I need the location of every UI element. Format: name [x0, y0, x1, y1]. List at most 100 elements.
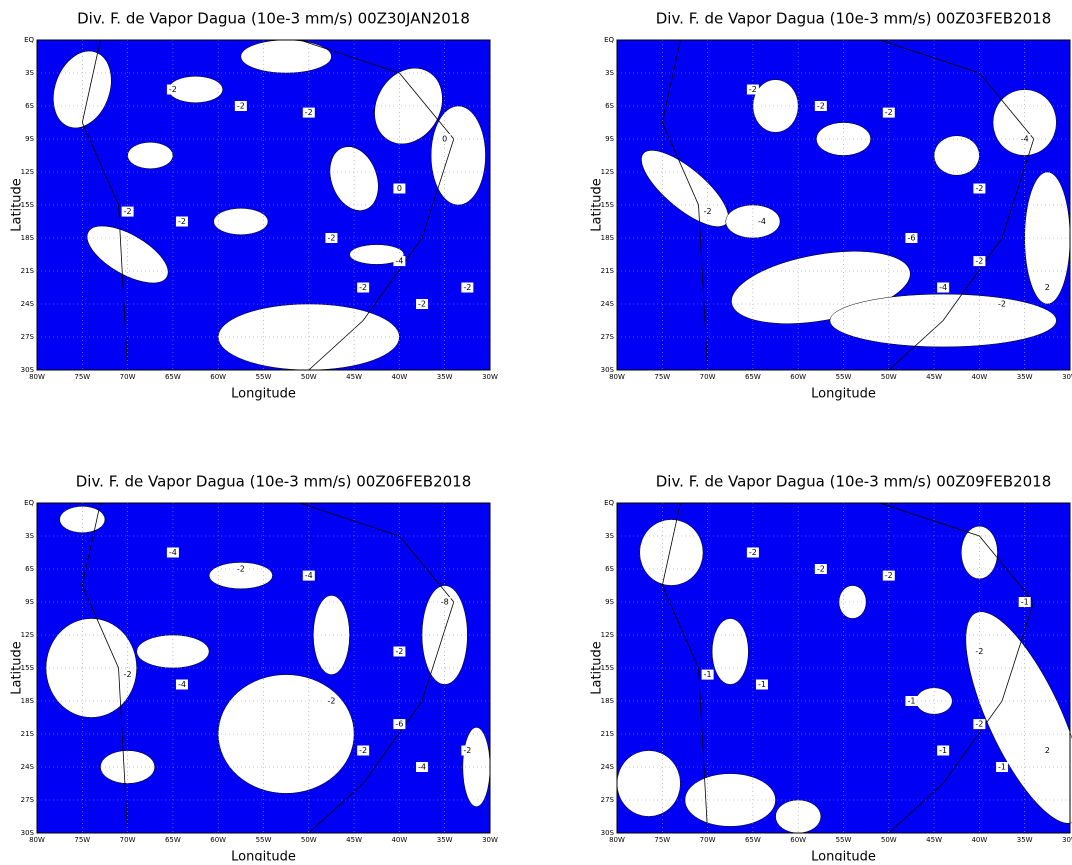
y-tick-label: EQ: [24, 499, 34, 507]
map-panel: 80W75W70W65W60W55W50W45W40W35W30WEQ3S6S9…: [590, 473, 1072, 862]
y-tick-label: 30S: [21, 366, 35, 374]
x-axis-label: Longitude: [811, 850, 876, 862]
contour-label: -8: [441, 598, 449, 607]
y-tick-label: 6S: [25, 565, 34, 573]
y-tick-label: 12S: [601, 631, 615, 639]
x-tick-label: 55W: [256, 836, 272, 844]
x-tick-label: 45W: [926, 373, 942, 381]
field-region: [46, 619, 137, 718]
y-tick-label: 24S: [21, 763, 35, 771]
x-tick-label: 45W: [926, 836, 942, 844]
x-tick-label: 30W: [1062, 373, 1072, 381]
x-tick-label: 65W: [745, 836, 761, 844]
contour-label: -2: [418, 300, 426, 309]
contour-label: -2: [237, 102, 245, 111]
y-tick-label: 27S: [21, 333, 35, 341]
contour-label: -2: [359, 283, 367, 292]
contour-label: -2: [463, 746, 471, 755]
contour-label: -1: [1021, 598, 1029, 607]
map-panel: 80W75W70W65W60W55W50W45W40W35W30WEQ3S6S9…: [590, 10, 1072, 402]
contour-label: -4: [305, 571, 313, 580]
contour-label: -4: [939, 283, 947, 292]
contour-label: -2: [169, 85, 177, 94]
x-tick-label: 60W: [210, 373, 226, 381]
y-tick-label: 12S: [21, 168, 35, 176]
contour-label: -2: [817, 565, 825, 574]
contour-label: -2: [178, 217, 186, 226]
contour-label: -2: [975, 720, 983, 729]
y-tick-label: EQ: [604, 36, 614, 44]
x-tick-label: 80W: [609, 836, 625, 844]
x-tick-label: 80W: [609, 373, 625, 381]
x-tick-label: 80W: [29, 836, 45, 844]
field-region: [712, 619, 748, 685]
y-tick-label: 21S: [21, 267, 35, 275]
field-region: [934, 136, 979, 176]
x-tick-label: 75W: [654, 373, 670, 381]
x-tick-label: 55W: [836, 373, 852, 381]
y-tick-label: 9S: [605, 598, 614, 606]
field-region: [617, 751, 680, 817]
x-tick-label: 45W: [346, 836, 362, 844]
contour-label: -2: [975, 647, 983, 656]
y-tick-label: 12S: [601, 168, 615, 176]
contour-label: -1: [939, 746, 947, 755]
contour-label: 2: [1045, 283, 1050, 292]
x-tick-label: 60W: [210, 836, 226, 844]
y-tick-label: 9S: [25, 135, 34, 143]
x-axis-label: Longitude: [811, 387, 876, 402]
contour-label: -2: [124, 670, 132, 679]
field-region: [961, 526, 997, 579]
y-tick-label: 24S: [601, 300, 615, 308]
x-tick-label: 30W: [482, 836, 498, 844]
field-region: [753, 80, 798, 133]
contour-label: -6: [395, 720, 403, 729]
x-tick-label: 70W: [120, 836, 136, 844]
contour-label: -2: [359, 746, 367, 755]
contour-label: -2: [885, 108, 893, 117]
x-tick-label: 50W: [301, 373, 317, 381]
contour-label: -4: [418, 763, 426, 772]
x-tick-label: 30W: [482, 373, 498, 381]
y-axis-label: Latitude: [10, 178, 25, 232]
contour-label: -2: [749, 548, 757, 557]
contour-label: -2: [327, 234, 335, 243]
contour-label: -2: [998, 300, 1006, 309]
y-tick-label: 3S: [605, 69, 614, 77]
field-region: [726, 205, 780, 238]
x-tick-label: 50W: [301, 836, 317, 844]
x-tick-label: 30W: [1062, 836, 1072, 844]
y-tick-label: 21S: [601, 267, 615, 275]
contour-label: -2: [975, 257, 983, 266]
contour-label: -4: [395, 257, 403, 266]
contour-label: -1: [998, 763, 1006, 772]
contour-label: -2: [749, 85, 757, 94]
x-tick-label: 75W: [654, 836, 670, 844]
x-tick-label: 70W: [700, 836, 716, 844]
field-region: [993, 90, 1056, 156]
field-region: [839, 586, 866, 619]
x-tick-label: 55W: [256, 373, 272, 381]
field-region: [640, 520, 703, 586]
panel-title: Div. F. de Vapor Dagua (10e-3 mm/s) 00Z3…: [77, 10, 470, 28]
y-tick-label: 30S: [601, 829, 615, 837]
contour-label: -4: [178, 680, 186, 689]
contour-label: -2: [124, 207, 132, 216]
contour-label: -2: [237, 565, 245, 574]
contour-label: -4: [169, 548, 177, 557]
y-tick-label: 9S: [605, 135, 614, 143]
y-tick-label: 3S: [25, 532, 34, 540]
y-tick-label: 3S: [605, 532, 614, 540]
panel-title: Div. F. de Vapor Dagua (10e-3 mm/s) 00Z0…: [76, 473, 472, 491]
x-tick-label: 35W: [1017, 373, 1033, 381]
contour-label: -2: [327, 697, 335, 706]
y-axis-label: Latitude: [10, 641, 25, 695]
x-tick-label: 60W: [790, 373, 806, 381]
y-tick-label: 30S: [21, 829, 35, 837]
y-tick-label: 6S: [605, 102, 614, 110]
field-region: [128, 142, 173, 168]
y-tick-label: 18S: [601, 697, 615, 705]
